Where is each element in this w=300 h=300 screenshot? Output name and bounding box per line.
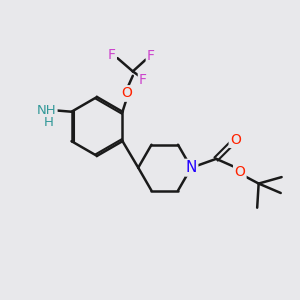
- Text: F: F: [147, 49, 155, 63]
- Text: O: O: [122, 86, 132, 100]
- Text: H: H: [44, 116, 54, 129]
- Text: N: N: [185, 160, 197, 175]
- Text: NH: NH: [37, 104, 56, 117]
- Text: O: O: [234, 165, 245, 179]
- Text: F: F: [108, 48, 116, 62]
- Text: F: F: [139, 73, 147, 87]
- Text: O: O: [230, 133, 241, 147]
